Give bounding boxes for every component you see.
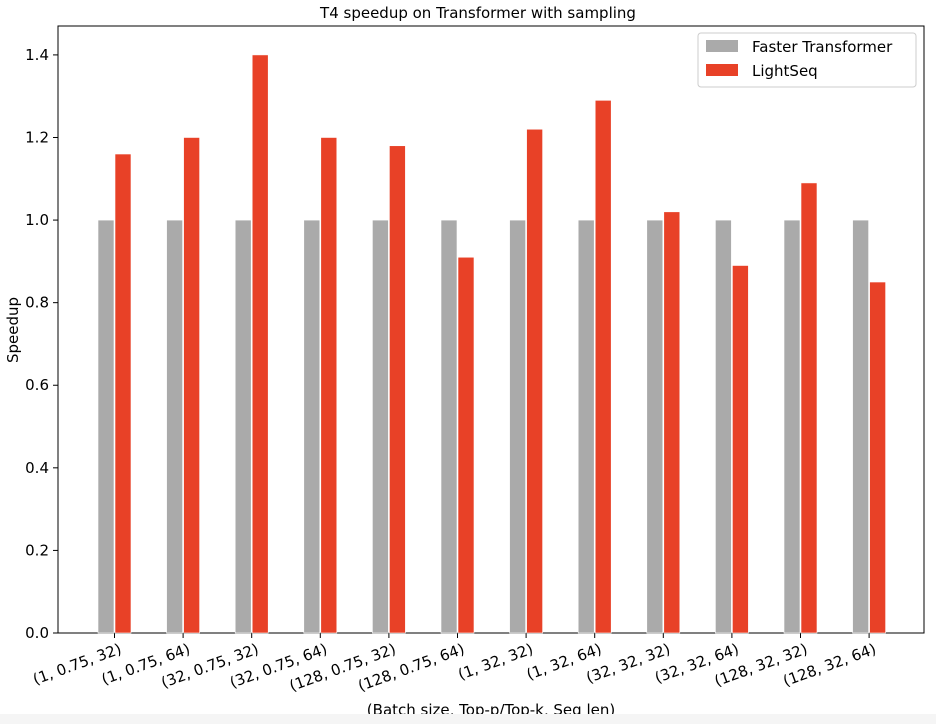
bar-lightseq-0 xyxy=(114,153,132,634)
legend-box xyxy=(697,32,917,88)
legend-label-lightseq: LightSeq xyxy=(752,62,818,80)
bar-faster-transformer-2 xyxy=(234,219,252,634)
x-tick-label: (1, 32, 32) xyxy=(456,640,536,684)
legend-swatch-lightseq xyxy=(706,64,738,76)
bar-faster-transformer-1 xyxy=(166,219,183,634)
bar-lightseq-1 xyxy=(183,137,200,634)
legend-swatch-faster-transformer xyxy=(706,40,738,52)
bar-lightseq-2 xyxy=(251,54,269,634)
legend-label-faster-transformer: Faster Transformer xyxy=(752,38,893,56)
bar-faster-transformer-4 xyxy=(372,219,389,634)
bar-lightseq-3 xyxy=(320,137,338,634)
y-tick-label: 0.4 xyxy=(25,459,49,477)
legend: Faster Transformer LightSeq xyxy=(697,32,917,88)
plot-area xyxy=(57,25,925,634)
y-tick-label: 0.6 xyxy=(25,376,49,394)
bar-lightseq-8 xyxy=(663,211,681,634)
bar-lightseq-4 xyxy=(389,145,406,634)
bottom-strip xyxy=(0,714,936,724)
y-tick-label: 1.4 xyxy=(25,46,49,64)
bar-lightseq-10 xyxy=(800,182,818,634)
y-tick-label: 0.0 xyxy=(25,624,49,642)
bar-faster-transformer-0 xyxy=(97,219,115,634)
bar-lightseq-11 xyxy=(869,281,886,634)
bar-faster-transformer-8 xyxy=(646,219,664,634)
bar-lightseq-6 xyxy=(526,128,543,634)
y-tick-label: 1.0 xyxy=(25,211,49,229)
y-axis: 0.0 0.2 0.4 0.6 0.8 1.0 1.2 1.4 xyxy=(25,46,58,642)
bar-lightseq-5 xyxy=(457,256,475,634)
y-tick-label: 1.2 xyxy=(25,128,49,146)
bar-lightseq-9 xyxy=(732,265,749,634)
x-axis: (1, 0.75, 32)(1, 0.75, 64)(32, 0.75, 32)… xyxy=(30,633,878,695)
bar-lightseq-7 xyxy=(594,100,612,634)
y-tick-label: 0.2 xyxy=(25,541,49,559)
bar-faster-transformer-5 xyxy=(440,219,458,634)
bar-faster-transformer-9 xyxy=(715,219,732,634)
y-tick-label: 0.8 xyxy=(25,294,49,312)
y-axis-title: Speedup xyxy=(4,297,22,363)
plot-frame xyxy=(57,25,925,634)
bar-faster-transformer-7 xyxy=(577,219,595,634)
chart-title: T4 speedup on Transformer with sampling xyxy=(319,4,636,22)
bars-group xyxy=(97,54,886,634)
bar-faster-transformer-3 xyxy=(303,219,321,634)
bar-faster-transformer-6 xyxy=(509,219,526,634)
bar-faster-transformer-11 xyxy=(852,219,869,634)
bar-faster-transformer-10 xyxy=(783,219,801,634)
